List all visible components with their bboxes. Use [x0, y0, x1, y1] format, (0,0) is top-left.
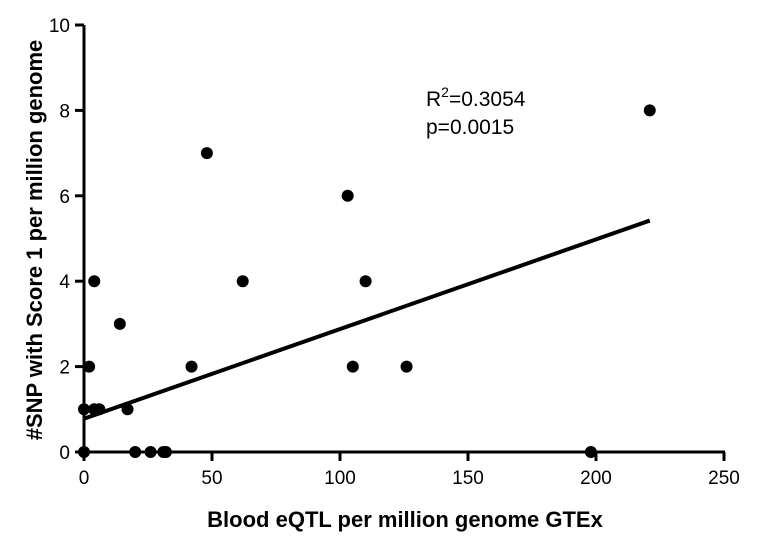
x-tick-label: 250	[708, 468, 740, 489]
x-tick-label: 50	[201, 468, 222, 489]
x-tick-label: 0	[79, 468, 90, 489]
axis-ticks: 0 50 100 150 200 250 0 2 4 6 8 10	[49, 16, 740, 489]
r-squared-annotation: R2=0.3054	[426, 84, 526, 111]
data-point	[584, 446, 597, 458]
regression-line	[83, 218, 651, 421]
x-tick-label: 150	[452, 468, 484, 489]
data-point	[643, 104, 656, 117]
data-point	[129, 446, 142, 458]
data-point	[88, 275, 101, 288]
x-tick-label: 100	[324, 468, 356, 489]
data-point	[185, 360, 198, 373]
data-point	[400, 360, 413, 373]
data-point	[83, 360, 96, 373]
x-tick-label: 200	[580, 468, 612, 489]
y-tick-label: 6	[59, 187, 70, 208]
y-tick-label: 0	[59, 443, 70, 464]
data-points	[78, 104, 656, 458]
p-value-annotation: p=0.0015	[426, 116, 514, 139]
y-tick-label: 2	[59, 358, 70, 379]
y-tick-label: 8	[59, 101, 70, 122]
y-tick-label: 10	[49, 16, 70, 37]
data-point	[78, 403, 90, 416]
data-point	[359, 275, 372, 288]
data-point	[159, 446, 172, 458]
x-axis-title: Blood eQTL per million genome GTEx	[207, 507, 603, 532]
axes	[82, 25, 725, 454]
data-point	[113, 317, 126, 330]
data-point	[341, 189, 354, 202]
y-axis-title: #SNP with Score 1 per million genome	[22, 40, 47, 441]
data-point	[200, 147, 213, 160]
data-point	[78, 446, 90, 458]
r-squared-superscript: 2	[441, 84, 449, 100]
y-tick-label: 4	[59, 272, 70, 293]
data-point	[346, 360, 359, 373]
data-point	[236, 275, 249, 288]
data-point	[144, 446, 157, 458]
